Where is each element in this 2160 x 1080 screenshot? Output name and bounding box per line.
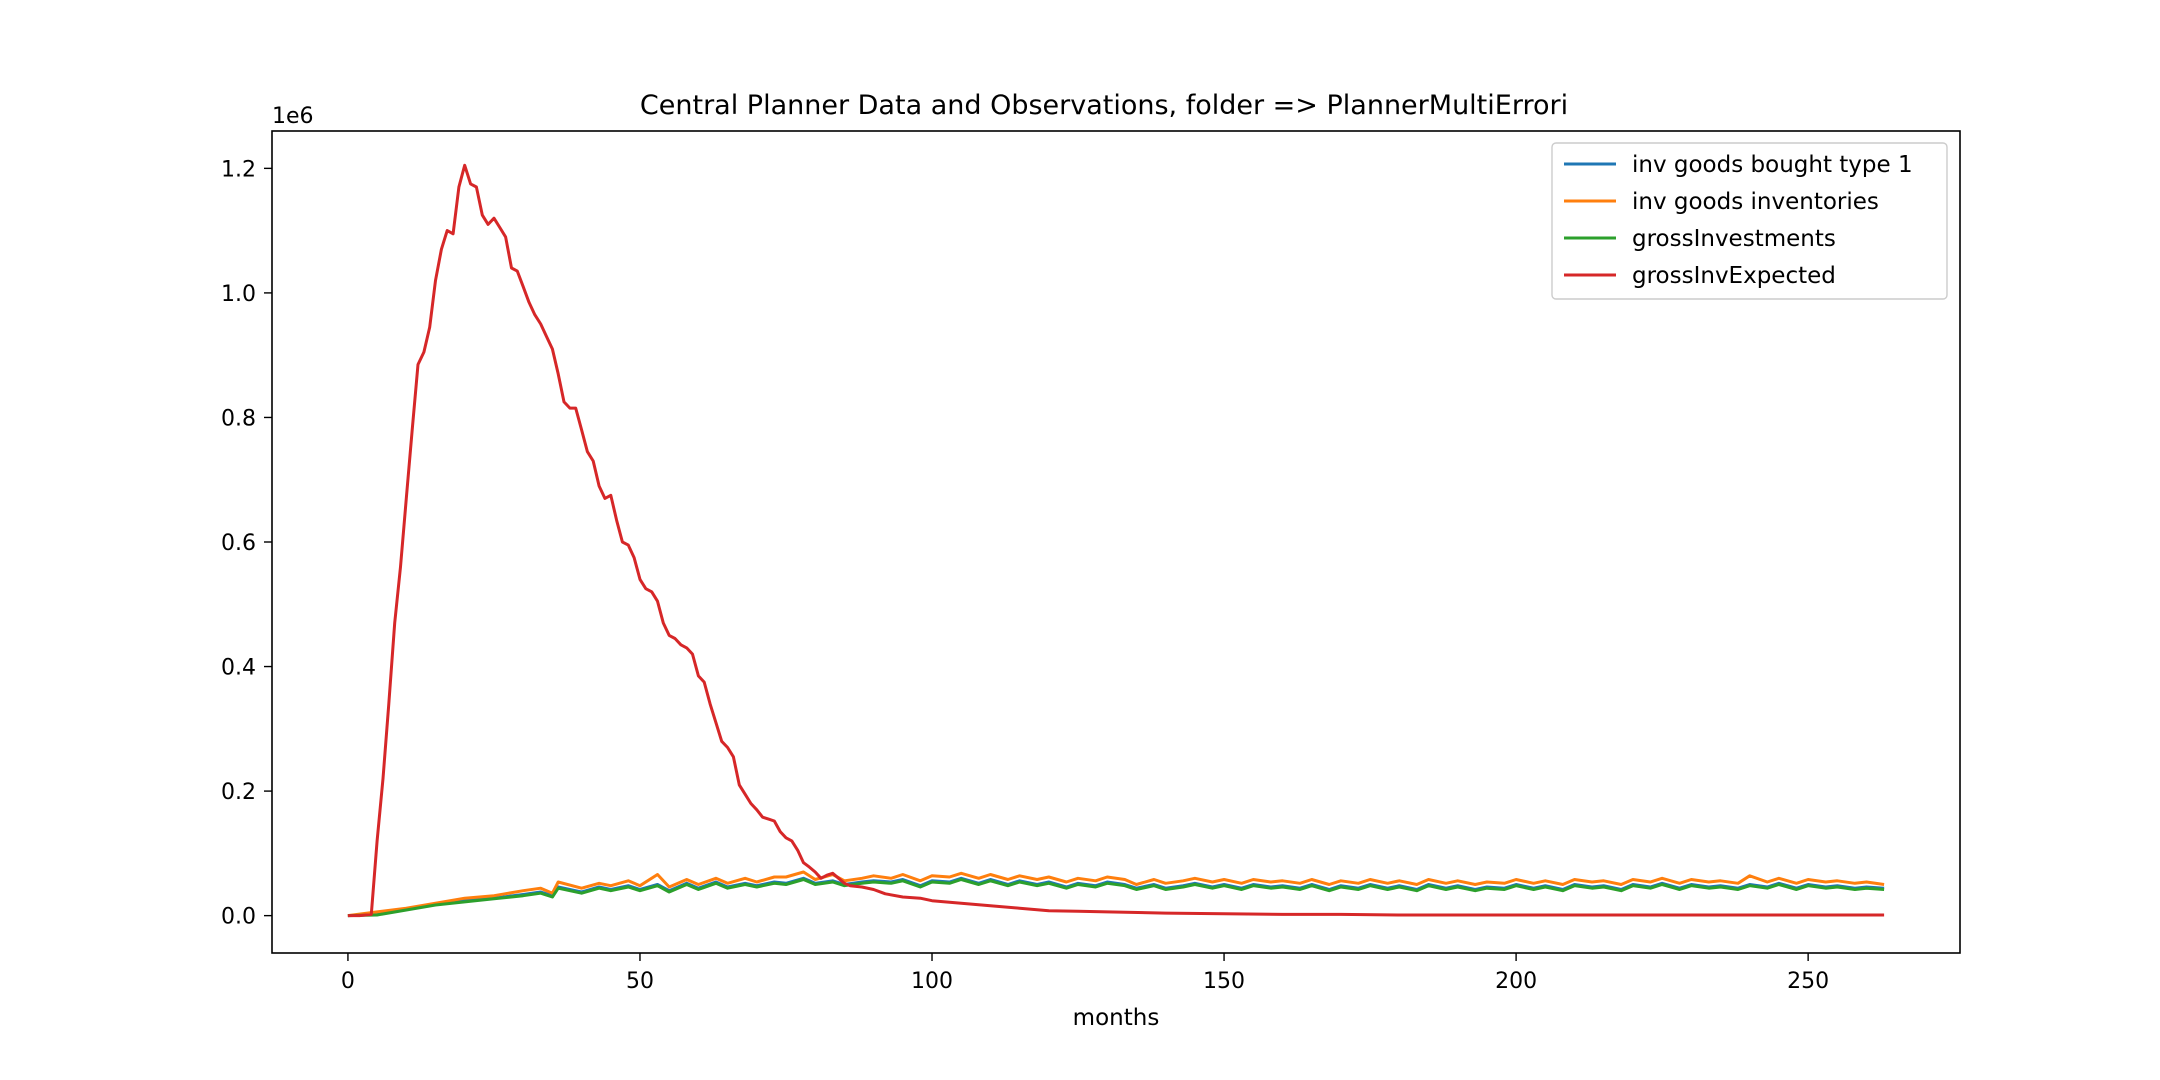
legend-label: grossInvExpected (1632, 263, 1836, 289)
y-axis-ticks: 0.0 0.2 0.4 0.6 0.8 1.0 1.2 (221, 157, 272, 930)
series-line-3 (347, 878, 1885, 918)
legend: inv goods bought type 1 inv goods invento… (1551, 142, 1948, 300)
chart-title: Central Planner Data and Observations, f… (640, 90, 1568, 121)
plot-frame (271, 130, 1961, 954)
series-line-2 (347, 870, 1885, 918)
y-tick-label: 0.6 (221, 531, 256, 556)
x-axis-ticks: 0 50 100 150 200 250 (341, 953, 1829, 994)
y-offset-label: 1e6 (272, 104, 314, 129)
y-tick-label: 0.0 (221, 905, 256, 930)
legend-label: inv goods bought type 1 (1632, 152, 1913, 178)
y-tick-label: 0.8 (221, 406, 256, 431)
series-line-4 (347, 163, 1885, 918)
legend-box (1551, 142, 1948, 300)
x-tick-label: 200 (1495, 969, 1537, 994)
y-tick-label: 1.2 (221, 157, 256, 182)
legend-label: grossInvestments (1632, 226, 1836, 252)
x-tick-label: 50 (626, 969, 654, 994)
x-axis-label: months (1073, 1005, 1160, 1031)
y-tick-label: 0.2 (221, 780, 256, 805)
x-tick-label: 100 (911, 969, 953, 994)
x-tick-label: 0 (341, 969, 355, 994)
y-tick-label: 1.0 (221, 282, 256, 307)
y-tick-label: 0.4 (221, 656, 256, 681)
legend-label: inv goods inventories (1632, 189, 1879, 215)
series-lines (347, 163, 1885, 918)
x-tick-label: 150 (1203, 969, 1245, 994)
x-tick-label: 250 (1787, 969, 1829, 994)
